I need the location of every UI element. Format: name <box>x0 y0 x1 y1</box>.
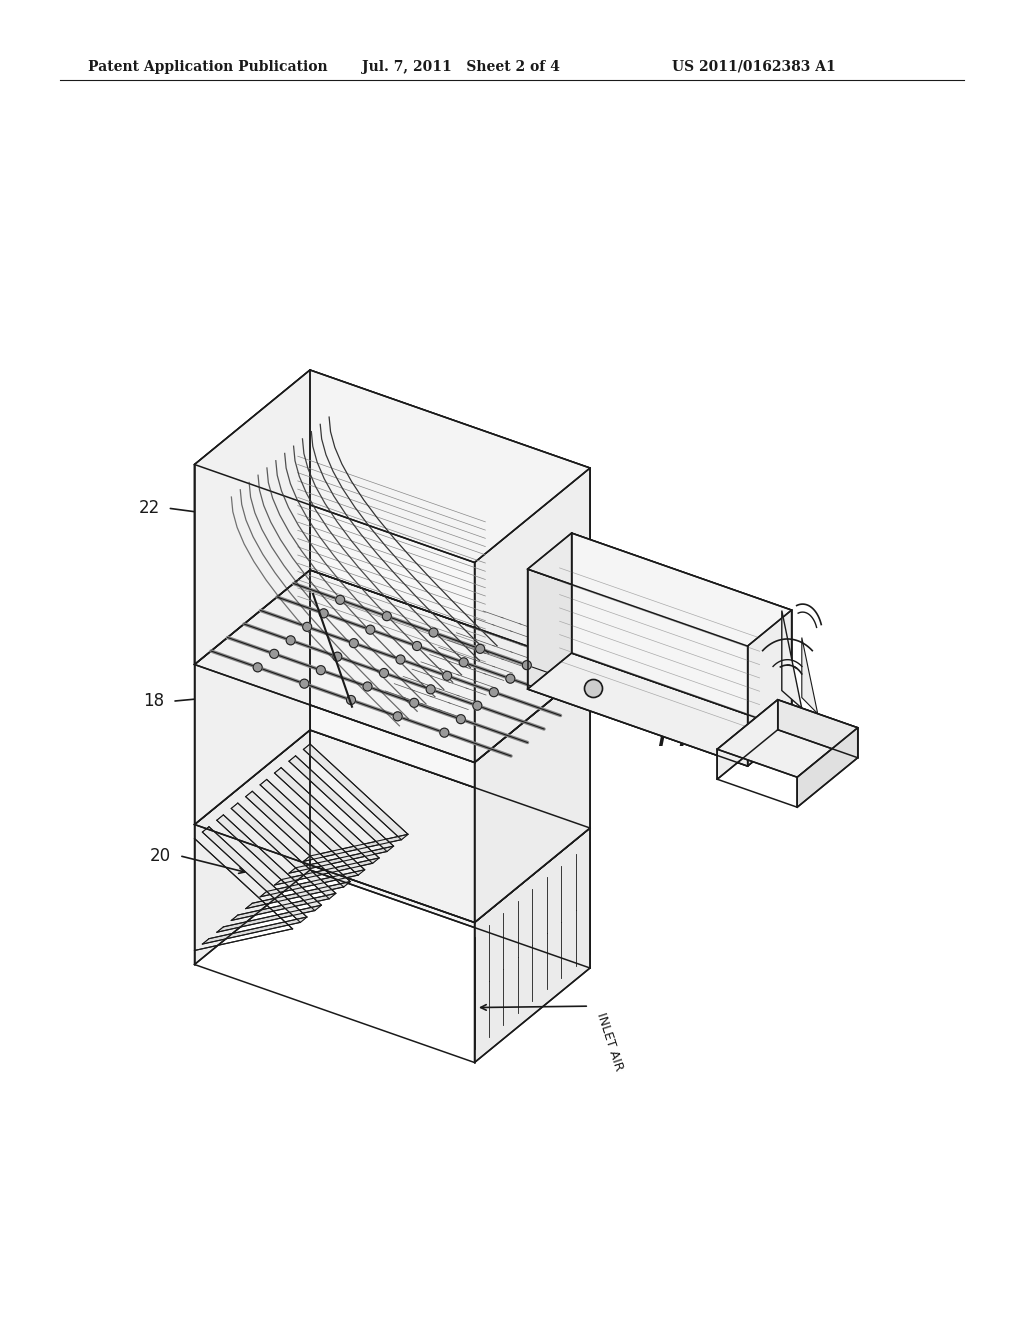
Polygon shape <box>781 611 802 708</box>
Polygon shape <box>289 756 393 851</box>
Text: FIG. 2: FIG. 2 <box>658 718 764 752</box>
Circle shape <box>333 652 342 661</box>
Text: 20: 20 <box>151 846 171 865</box>
Circle shape <box>319 609 328 618</box>
Circle shape <box>506 675 515 684</box>
Polygon shape <box>303 834 408 862</box>
Circle shape <box>366 626 375 634</box>
Circle shape <box>300 680 309 688</box>
Polygon shape <box>748 610 792 766</box>
Polygon shape <box>474 469 590 763</box>
Text: US 2011/0162383 A1: US 2011/0162383 A1 <box>672 59 836 74</box>
Circle shape <box>473 701 482 710</box>
Polygon shape <box>195 370 310 664</box>
Polygon shape <box>717 700 858 777</box>
Polygon shape <box>217 906 322 932</box>
Polygon shape <box>303 744 408 840</box>
Circle shape <box>253 663 262 672</box>
Circle shape <box>489 688 499 697</box>
Polygon shape <box>310 570 590 828</box>
Polygon shape <box>527 569 748 766</box>
Polygon shape <box>260 779 365 875</box>
Polygon shape <box>802 638 818 714</box>
Circle shape <box>393 711 402 721</box>
Polygon shape <box>217 814 322 911</box>
Polygon shape <box>203 826 307 923</box>
Circle shape <box>346 696 355 705</box>
Polygon shape <box>231 803 336 899</box>
Polygon shape <box>527 533 792 645</box>
Text: INLET AIR: INLET AIR <box>594 1011 626 1073</box>
Circle shape <box>380 668 388 677</box>
Circle shape <box>429 628 438 638</box>
Polygon shape <box>474 828 590 1063</box>
Circle shape <box>303 622 311 631</box>
Circle shape <box>396 655 406 664</box>
Polygon shape <box>274 858 379 884</box>
Polygon shape <box>260 870 365 896</box>
Text: 22: 22 <box>138 499 160 517</box>
Polygon shape <box>310 370 590 668</box>
Polygon shape <box>195 465 474 763</box>
Polygon shape <box>310 730 590 968</box>
Circle shape <box>585 680 602 697</box>
Polygon shape <box>717 700 777 779</box>
Polygon shape <box>231 894 336 920</box>
Circle shape <box>457 714 465 723</box>
Circle shape <box>336 595 345 605</box>
Polygon shape <box>195 730 590 923</box>
Circle shape <box>382 611 391 620</box>
Circle shape <box>476 644 484 653</box>
Polygon shape <box>289 846 393 874</box>
Circle shape <box>522 661 531 669</box>
Polygon shape <box>246 882 350 908</box>
Polygon shape <box>195 570 590 763</box>
Circle shape <box>440 729 449 737</box>
Polygon shape <box>798 727 858 808</box>
Circle shape <box>269 649 279 659</box>
Circle shape <box>426 685 435 694</box>
Polygon shape <box>571 533 792 730</box>
Polygon shape <box>195 570 310 825</box>
Circle shape <box>286 636 295 645</box>
Polygon shape <box>246 791 350 887</box>
Polygon shape <box>474 668 590 923</box>
Polygon shape <box>203 917 307 944</box>
Circle shape <box>442 672 452 680</box>
Polygon shape <box>777 700 858 758</box>
Circle shape <box>410 698 419 708</box>
Polygon shape <box>274 768 379 863</box>
Polygon shape <box>527 653 792 766</box>
Polygon shape <box>195 370 590 562</box>
Polygon shape <box>195 730 310 965</box>
Circle shape <box>459 657 468 667</box>
Circle shape <box>413 642 422 651</box>
Circle shape <box>362 682 372 690</box>
Text: Jul. 7, 2011   Sheet 2 of 4: Jul. 7, 2011 Sheet 2 of 4 <box>362 59 560 74</box>
Circle shape <box>316 665 326 675</box>
Text: 18: 18 <box>143 692 164 710</box>
Circle shape <box>349 639 358 648</box>
Text: Patent Application Publication: Patent Application Publication <box>88 59 328 74</box>
